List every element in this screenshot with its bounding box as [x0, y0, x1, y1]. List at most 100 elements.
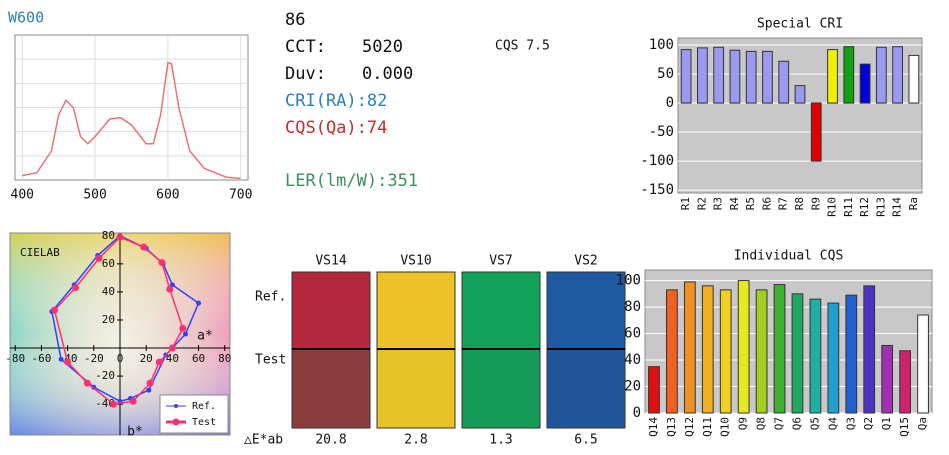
point [146, 387, 152, 393]
x-tick-label: R1 [679, 197, 692, 210]
row-label: Test [255, 353, 286, 368]
bar [762, 50, 773, 104]
x-tick-label: -40 [58, 352, 78, 365]
chart-title: Special CRI [757, 17, 843, 32]
x-tick-label: Q8 [755, 417, 768, 430]
y-tick-label: -20 [95, 369, 115, 382]
x-tick-label: Q10 [719, 417, 732, 437]
x-tick-label: Q4 [826, 417, 839, 431]
x-axis-label: a* [197, 329, 213, 344]
y-tick-label: 80 [102, 229, 115, 242]
x-tick-label: 40 [166, 352, 179, 365]
ref-swatch [546, 271, 626, 350]
point [146, 379, 154, 387]
y-tick-label: -40 [95, 397, 115, 410]
bar [827, 302, 840, 414]
x-tick-label: 80 [218, 352, 231, 365]
bar [843, 46, 855, 104]
bar [827, 49, 838, 104]
bar [666, 289, 678, 414]
x-tick-label: 60 [192, 352, 205, 365]
point [51, 306, 59, 314]
delta-e: 20.8 [315, 433, 346, 448]
y-tick-label: 40 [624, 352, 641, 368]
x-tick-label: Q1 [880, 417, 893, 430]
bar [809, 298, 822, 414]
bar [701, 285, 714, 414]
point [140, 243, 148, 251]
bar [875, 46, 887, 104]
point [168, 344, 176, 352]
bar [680, 49, 692, 104]
point [95, 254, 103, 262]
point [158, 258, 166, 266]
x-tick-label: 600 [156, 188, 179, 203]
bar [648, 366, 660, 414]
bar [791, 293, 804, 414]
point [116, 233, 124, 241]
x-tick-label: R11 [842, 197, 855, 217]
x-tick-label: -80 [5, 352, 25, 365]
y-tick-label: 100 [649, 37, 674, 53]
legend-label: Ref. [192, 401, 216, 412]
legend-marker [172, 418, 180, 426]
bar [908, 54, 920, 104]
test-swatch [461, 348, 541, 429]
bar [845, 294, 858, 414]
delta-label: △E*ab [244, 433, 283, 448]
bar [899, 350, 911, 414]
x-tick-label: Q15 [898, 417, 911, 437]
point [109, 400, 117, 408]
x-tick-label: 700 [229, 188, 252, 203]
x-tick-label: -20 [84, 352, 104, 365]
sample-name: VS14 [315, 254, 346, 269]
x-tick-label: R7 [777, 197, 790, 210]
bar [810, 102, 822, 162]
chart-title: CIELAB [20, 246, 60, 259]
ref-swatch [291, 271, 371, 350]
x-tick-label: 500 [83, 188, 106, 203]
bar [745, 50, 757, 104]
y-tick-label: 50 [657, 66, 674, 82]
x-tick-label: R8 [793, 197, 806, 210]
x-tick-label: R4 [728, 197, 741, 211]
legend-box [159, 394, 229, 434]
point [196, 300, 202, 306]
x-tick-label: R3 [712, 197, 725, 210]
cri: CRI(RA):82 [285, 91, 387, 111]
duv-value: 0.000 [362, 64, 413, 84]
point [155, 358, 163, 366]
x-tick-label: Q6 [790, 417, 803, 430]
spectrum-line [22, 61, 241, 180]
bar [719, 289, 732, 414]
x-tick-label: Q11 [701, 417, 714, 437]
bar [859, 63, 871, 104]
cct-value: 5020 [362, 37, 403, 57]
x-tick-label: 400 [11, 188, 34, 203]
sample-name: VS2 [574, 254, 597, 269]
x-tick-label: R14 [891, 197, 904, 217]
y-tick-label: 0 [666, 95, 674, 111]
x-tick-label: Q5 [808, 417, 821, 430]
bar [697, 47, 708, 104]
x-tick-label: Q14 [647, 417, 660, 437]
x-tick-label: R2 [695, 197, 708, 210]
ref-swatch [461, 271, 541, 350]
chart-title: Individual CQS [734, 249, 844, 264]
x-tick-label: Q2 [862, 417, 875, 430]
bar [892, 46, 903, 104]
delta-e: 2.8 [404, 433, 427, 448]
point [71, 284, 79, 292]
cqs-version: CQS 7.5 [495, 39, 550, 54]
bar [794, 85, 806, 104]
y-tick-label: -50 [649, 124, 674, 140]
sample-name: VS10 [400, 254, 431, 269]
y-tick-label: 80 [624, 299, 641, 315]
bar [863, 285, 876, 414]
point [166, 285, 174, 293]
point [129, 397, 137, 405]
bar [881, 344, 894, 414]
x-tick-label: 20 [140, 352, 153, 365]
y-tick-label: 20 [102, 313, 115, 326]
legend-marker [174, 404, 178, 408]
